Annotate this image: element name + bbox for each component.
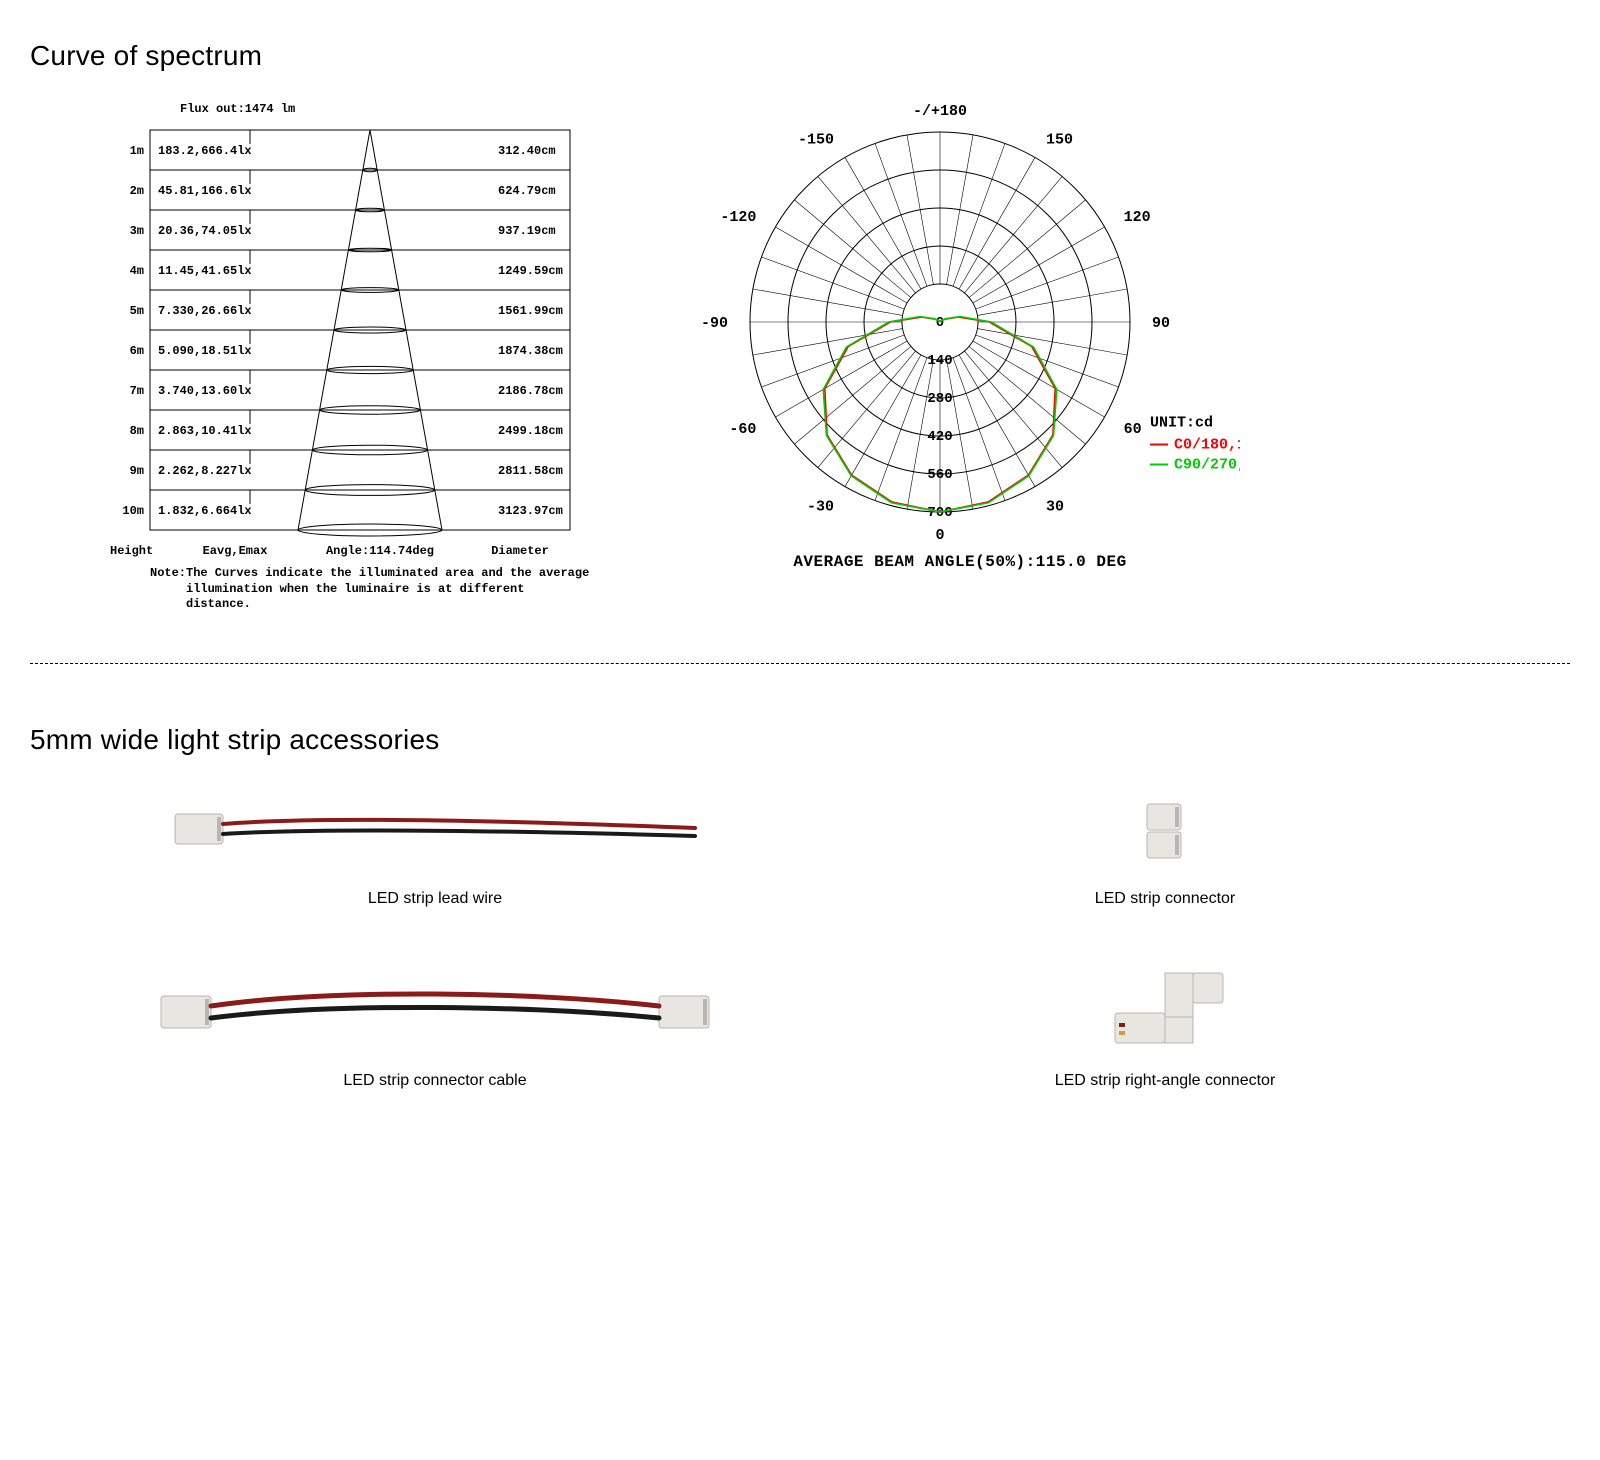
cone-flux-label: Flux out:1474 lm (110, 102, 590, 116)
svg-text:140: 140 (927, 353, 952, 369)
svg-text:-90: -90 (701, 315, 728, 332)
connector-label: LED strip connector (1095, 890, 1236, 908)
connector-image (1125, 786, 1205, 876)
connector-cable-image (155, 968, 715, 1058)
svg-text:3.740,13.60lx: 3.740,13.60lx (158, 384, 252, 398)
svg-text:-/+180: -/+180 (913, 103, 967, 120)
svg-text:624.79cm: 624.79cm (498, 184, 556, 198)
svg-text:280: 280 (927, 391, 952, 407)
svg-text:2186.78cm: 2186.78cm (498, 384, 563, 398)
svg-text:-60: -60 (729, 421, 756, 438)
svg-text:560: 560 (927, 467, 952, 483)
svg-text:937.19cm: 937.19cm (498, 224, 556, 238)
svg-text:3m: 3m (130, 224, 144, 238)
svg-text:420: 420 (927, 429, 952, 445)
svg-text:90: 90 (1152, 315, 1170, 332)
svg-text:2.262,8.227lx: 2.262,8.227lx (158, 464, 252, 478)
svg-text:1m: 1m (130, 144, 144, 158)
svg-text:5.090,18.51lx: 5.090,18.51lx (158, 344, 252, 358)
cone-diagram: 1m 183.2,666.4lx 312.40cm 2m 45.81,166.6lx 62… (110, 120, 590, 540)
section-title-accessories: 5mm wide light strip accessories (30, 724, 1570, 756)
cone-note-1: Note:The Curves indicate the illuminated… (150, 566, 590, 582)
cone-chart: Flux out:1474 lm 1m 183.2,666.4lx 312.40cm… (110, 102, 590, 613)
svg-text:1561.99cm: 1561.99cm (498, 304, 563, 318)
svg-text:312.40cm: 312.40cm (498, 144, 556, 158)
section-title-spectrum: Curve of spectrum (30, 40, 1570, 72)
section-divider (30, 663, 1570, 664)
charts-row: Flux out:1474 lm 1m 183.2,666.4lx 312.40cm… (30, 102, 1570, 613)
polar-diagram: -/+180 -150 150 -120 120 -90 90 -60 60 -30 30 0 0 140… (680, 102, 1240, 542)
svg-text:2811.58cm: 2811.58cm (498, 464, 563, 478)
polar-caption: AVERAGE BEAM ANGLE(50%):115.0 DEG (680, 553, 1240, 571)
svg-text:1.832,6.664lx: 1.832,6.664lx (158, 504, 252, 518)
svg-text:30: 30 (1046, 499, 1064, 516)
svg-text:-30: -30 (807, 499, 834, 516)
svg-text:700: 700 (927, 505, 952, 521)
svg-text:11.45,41.65lx: 11.45,41.65lx (158, 264, 252, 278)
svg-text:1249.59cm: 1249.59cm (498, 264, 563, 278)
svg-text:45.81,166.6lx: 45.81,166.6lx (158, 184, 252, 198)
svg-text:60: 60 (1124, 421, 1142, 438)
svg-text:8m: 8m (130, 424, 144, 438)
accessories-grid: LED strip lead wire LED strip connector … (30, 786, 1570, 1090)
cone-col-eavg: Eavg,Emax (160, 544, 310, 558)
svg-text:1874.38cm: 1874.38cm (498, 344, 563, 358)
svg-text:7.330,26.66lx: 7.330,26.66lx (158, 304, 252, 318)
svg-text:0: 0 (935, 527, 944, 542)
svg-text:C90/270,114.7: C90/270,114.7 (1174, 457, 1240, 474)
svg-text:10m: 10m (122, 504, 144, 518)
svg-text:4m: 4m (130, 264, 144, 278)
lead-wire-label: LED strip lead wire (368, 890, 502, 908)
accessory-right-angle: LED strip right-angle connector (820, 968, 1510, 1090)
right-angle-image (1095, 968, 1235, 1058)
lead-wire-image (165, 786, 705, 876)
polar-chart: -/+180 -150 150 -120 120 -90 90 -60 60 -30 30 0 0 140… (680, 102, 1240, 613)
cone-col-diameter: Diameter (450, 544, 590, 558)
accessory-lead-wire: LED strip lead wire (90, 786, 780, 908)
accessory-connector-cable: LED strip connector cable (90, 968, 780, 1090)
svg-text:5m: 5m (130, 304, 144, 318)
svg-text:20.36,74.05lx: 20.36,74.05lx (158, 224, 252, 238)
svg-text:C0/180,115.3: C0/180,115.3 (1174, 437, 1240, 454)
cone-angle-label: Angle:114.74deg (310, 544, 450, 558)
svg-text:2499.18cm: 2499.18cm (498, 424, 563, 438)
connector-cable-label: LED strip connector cable (343, 1072, 526, 1090)
svg-text:2m: 2m (130, 184, 144, 198)
svg-text:-150: -150 (798, 131, 834, 148)
svg-text:-120: -120 (720, 209, 756, 226)
cone-note-2: illumination when the luminaire is at di… (150, 582, 590, 613)
svg-text:9m: 9m (130, 464, 144, 478)
svg-text:6m: 6m (130, 344, 144, 358)
cone-col-height: Height (110, 544, 160, 558)
svg-text:0: 0 (936, 315, 944, 331)
svg-text:183.2,666.4lx: 183.2,666.4lx (158, 144, 252, 158)
svg-text:7m: 7m (130, 384, 144, 398)
svg-text:2.863,10.41lx: 2.863,10.41lx (158, 424, 252, 438)
svg-text:120: 120 (1124, 209, 1151, 226)
svg-text:3123.97cm: 3123.97cm (498, 504, 563, 518)
svg-text:150: 150 (1046, 131, 1073, 148)
right-angle-label: LED strip right-angle connector (1055, 1072, 1276, 1090)
accessory-connector: LED strip connector (820, 786, 1510, 908)
svg-text:UNIT:cd: UNIT:cd (1150, 415, 1213, 432)
